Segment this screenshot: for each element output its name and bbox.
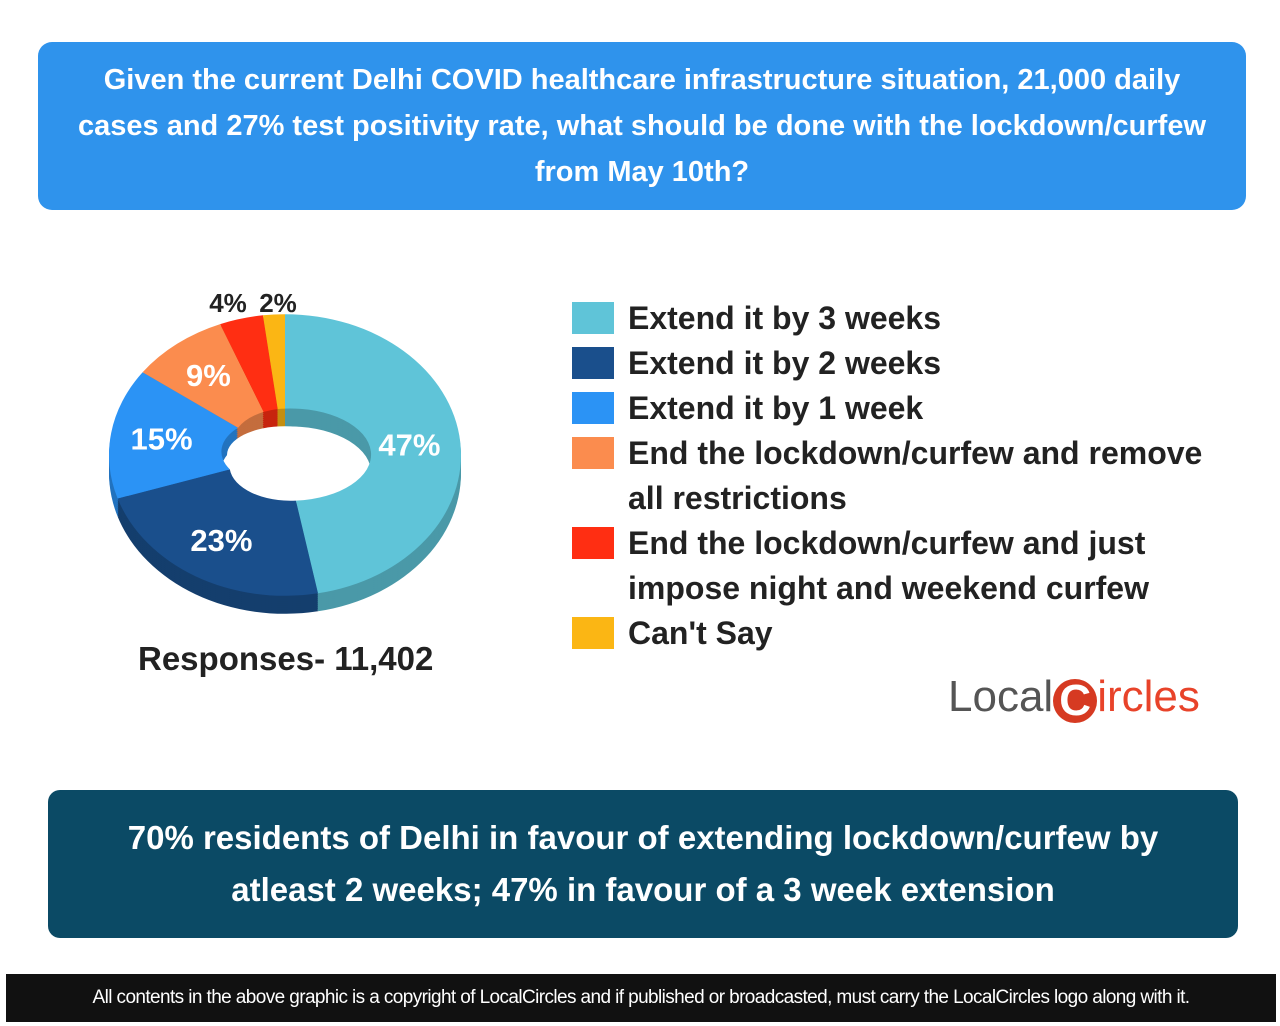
slice — [109, 372, 239, 499]
data-label: 15% — [131, 421, 193, 456]
legend-swatch — [572, 617, 614, 649]
responses-count: Responses- 11,402 — [138, 640, 434, 677]
legend: Extend it by 3 weeks Extend it by 2 weeks… — [572, 296, 1212, 656]
legend-swatch — [572, 392, 614, 424]
slice — [117, 469, 318, 596]
legend-label: End the lockdown/curfew and just impose … — [628, 525, 1149, 606]
data-label: 4% — [209, 288, 247, 318]
summary-banner: 70% residents of Delhi in favour of exte… — [48, 790, 1238, 938]
slice — [262, 314, 285, 409]
legend-item: Extend it by 2 weeks — [572, 341, 1212, 386]
question-banner: Given the current Delhi COVID healthcare… — [38, 42, 1246, 210]
data-label: 23% — [190, 523, 252, 558]
slice — [142, 324, 264, 428]
copyright-footer: All contents in the above graphic is a c… — [6, 974, 1276, 1022]
legend-swatch — [572, 347, 614, 379]
slice — [220, 315, 278, 412]
legend-label: End the lockdown/curfew and remove all r… — [628, 435, 1203, 516]
legend-item: Extend it by 3 weeks — [572, 296, 1212, 341]
summary-text: 70% residents of Delhi in favour of exte… — [127, 819, 1159, 908]
slice — [285, 314, 461, 594]
data-label: 2% — [259, 288, 297, 318]
legend-item: Can't Say — [572, 611, 1212, 656]
legend-item: End the lockdown/curfew and just impose … — [572, 521, 1212, 611]
data-label: 9% — [186, 358, 231, 393]
donut-hole — [227, 426, 343, 484]
legend-item: Extend it by 1 week — [572, 386, 1212, 431]
data-label: 47% — [378, 428, 440, 463]
legend-swatch — [572, 437, 614, 469]
legend-label: Extend it by 3 weeks — [628, 300, 942, 336]
question-text: Given the current Delhi COVID healthcare… — [78, 64, 1207, 188]
legend-label: Can't Say — [628, 615, 773, 651]
legend-label: Extend it by 2 weeks — [628, 345, 942, 381]
legend-item: End the lockdown/curfew and remove all r… — [572, 431, 1212, 521]
donut-chart: 47% 23% 15% 9% 4% 2% — [108, 288, 461, 614]
legend-label: Extend it by 1 week — [628, 390, 924, 426]
legend-swatch — [572, 527, 614, 559]
legend-swatch — [572, 302, 614, 334]
